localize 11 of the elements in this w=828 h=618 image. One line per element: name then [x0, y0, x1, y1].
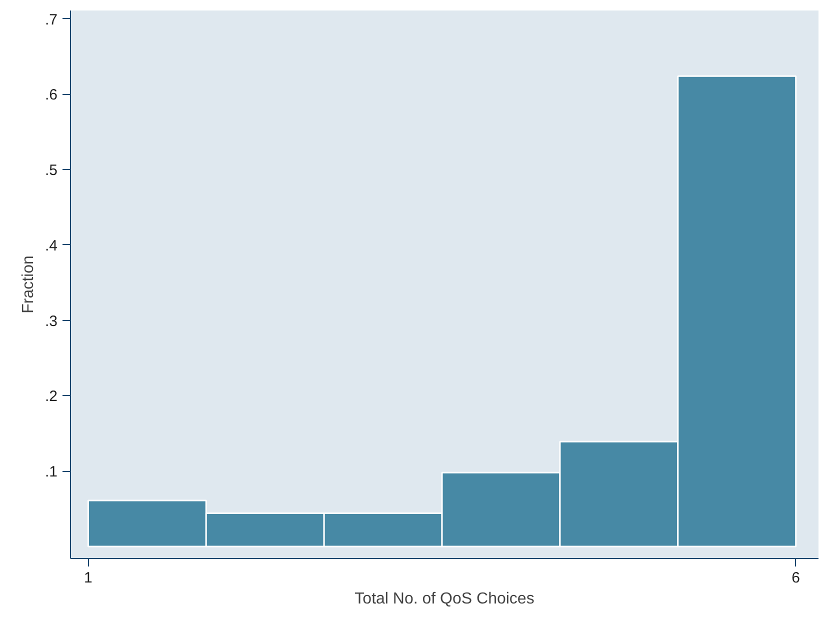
y-tick-label: .4 [44, 237, 58, 254]
y-tick-label: .5 [44, 162, 58, 180]
y-tick-label: .1 [44, 464, 58, 481]
x-axis-title: Total No. of QoS Choices [354, 590, 534, 608]
y-tick-label: .2 [44, 388, 58, 406]
y-axis-title: Fraction [20, 256, 37, 314]
y-tick-label: .6 [44, 86, 58, 104]
y-tick-label: .7 [44, 11, 58, 28]
y-tick-label: .3 [44, 312, 58, 330]
x-tick-label: 6 [792, 570, 800, 586]
x-tick-label: 1 [84, 570, 92, 586]
